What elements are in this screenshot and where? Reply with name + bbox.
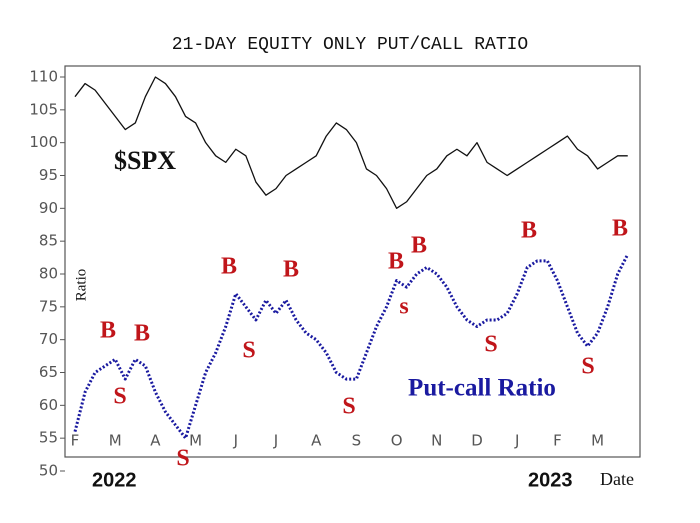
signal-label: S bbox=[484, 332, 497, 358]
signal-label: B bbox=[612, 216, 628, 242]
x-tick-label: J bbox=[273, 432, 278, 450]
y-tick-label: 75 bbox=[39, 297, 58, 315]
x-tick-label: A bbox=[150, 432, 161, 450]
series-label: Put-call Ratio bbox=[408, 375, 556, 402]
y-tick-label: 105 bbox=[29, 100, 58, 118]
year-label: 2022 bbox=[92, 469, 137, 491]
y-tick-label: 95 bbox=[39, 166, 58, 184]
y-tick-label: 110 bbox=[29, 68, 58, 86]
y-tick-label: 55 bbox=[39, 429, 58, 447]
signal-label: B bbox=[521, 218, 537, 244]
series-line bbox=[73, 253, 630, 440]
x-tick-label: N bbox=[431, 432, 442, 450]
y-tick-label: 65 bbox=[39, 363, 58, 381]
series-line bbox=[74, 76, 628, 209]
y-tick-label: 50 bbox=[39, 462, 58, 480]
signal-label: B bbox=[283, 257, 299, 283]
x-tick-label: A bbox=[311, 432, 322, 450]
x-tick-label: J bbox=[233, 432, 238, 450]
year-label: 2023 bbox=[528, 469, 573, 491]
signal-label: S bbox=[176, 446, 189, 472]
x-tick-label: S bbox=[352, 432, 362, 450]
chart-title: 21-DAY EQUITY ONLY PUT/CALL RATIO bbox=[172, 35, 528, 55]
x-tick-label: M bbox=[109, 432, 122, 450]
y-axis-label: Ratio bbox=[73, 269, 89, 302]
x-tick-label: O bbox=[391, 432, 403, 450]
x-axis-label: Date bbox=[600, 469, 634, 489]
x-tick-label: F bbox=[71, 432, 80, 450]
x-tick-label: J bbox=[514, 432, 519, 450]
signal-label: B bbox=[221, 254, 237, 280]
x-tick-label: F bbox=[553, 432, 562, 450]
y-tick-label: 85 bbox=[39, 232, 58, 250]
signal-label: B bbox=[411, 233, 427, 259]
signal-label: B bbox=[100, 318, 116, 344]
y-tick-label: 100 bbox=[29, 133, 58, 151]
x-tick-label: D bbox=[471, 432, 483, 450]
y-tick-label: 60 bbox=[39, 396, 58, 414]
x-tick-label: M bbox=[591, 432, 604, 450]
signal-label: S bbox=[113, 384, 126, 410]
signal-label: s bbox=[399, 294, 408, 320]
x-tick-label: M bbox=[189, 432, 202, 450]
y-tick-label: 80 bbox=[39, 265, 58, 283]
y-tick-label: 90 bbox=[39, 199, 58, 217]
signal-label: S bbox=[342, 394, 355, 420]
signal-label: S bbox=[242, 338, 255, 364]
plot-frame bbox=[64, 65, 641, 458]
series-label: $SPX bbox=[114, 146, 176, 175]
signal-label: B bbox=[388, 249, 404, 275]
signal-label: B bbox=[134, 321, 150, 347]
y-tick-label: 70 bbox=[39, 330, 58, 348]
signal-label: S bbox=[581, 354, 594, 380]
